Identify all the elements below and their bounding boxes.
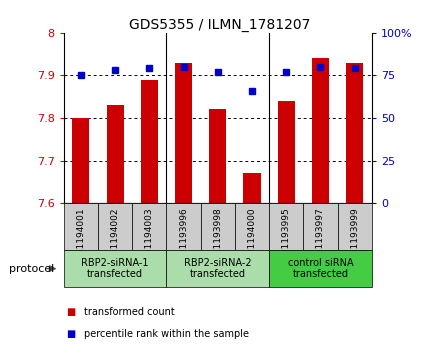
Bar — [303, 203, 337, 250]
Bar — [175, 62, 192, 203]
Text: GSM1193997: GSM1193997 — [316, 207, 325, 268]
Bar — [278, 101, 295, 203]
Text: GSM1193999: GSM1193999 — [350, 207, 359, 268]
Bar — [269, 250, 372, 287]
Bar — [312, 58, 329, 203]
Text: GSM1194002: GSM1194002 — [110, 207, 120, 268]
Bar — [64, 250, 166, 287]
Bar — [132, 203, 166, 250]
Bar — [166, 203, 201, 250]
Bar — [346, 62, 363, 203]
Text: GSM1193995: GSM1193995 — [282, 207, 291, 268]
Bar — [106, 105, 124, 203]
Bar — [209, 110, 226, 203]
Text: percentile rank within the sample: percentile rank within the sample — [84, 329, 249, 339]
Text: GSM1194000: GSM1194000 — [248, 207, 257, 268]
Text: GSM1194001: GSM1194001 — [77, 207, 85, 268]
Bar — [64, 203, 98, 250]
Bar — [235, 203, 269, 250]
Text: GSM1193998: GSM1193998 — [213, 207, 222, 268]
Bar — [201, 203, 235, 250]
Bar — [166, 250, 269, 287]
Text: GSM1194003: GSM1194003 — [145, 207, 154, 268]
Text: GSM1193996: GSM1193996 — [179, 207, 188, 268]
Text: RBP2-siRNA-2
transfected: RBP2-siRNA-2 transfected — [184, 258, 252, 280]
Bar — [337, 203, 372, 250]
Bar — [243, 174, 260, 203]
Bar — [72, 118, 89, 203]
Text: RBP2-siRNA-1
transfected: RBP2-siRNA-1 transfected — [81, 258, 149, 280]
Text: transformed count: transformed count — [84, 307, 174, 317]
Bar — [269, 203, 303, 250]
Bar — [141, 79, 158, 203]
Text: GDS5355 / ILMN_1781207: GDS5355 / ILMN_1781207 — [129, 18, 311, 32]
Text: protocol: protocol — [9, 264, 54, 274]
Text: ■: ■ — [66, 307, 75, 317]
Text: ■: ■ — [66, 329, 75, 339]
Bar — [98, 203, 132, 250]
Text: control siRNA
transfected: control siRNA transfected — [288, 258, 353, 280]
